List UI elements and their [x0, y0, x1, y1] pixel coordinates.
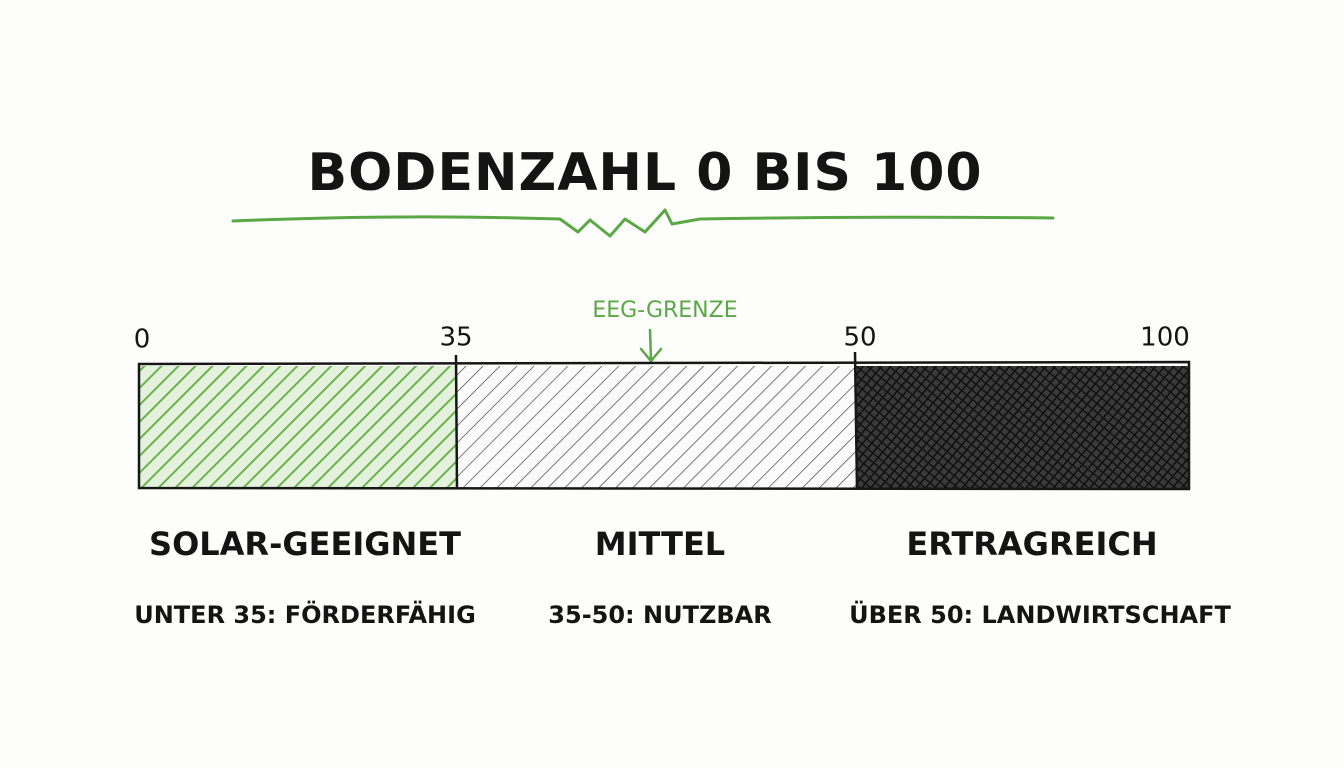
marker-label: EEG-GRENZE — [592, 298, 737, 323]
segment-description: 35-50: NUTZBAR — [548, 601, 771, 629]
segment-bar — [856, 366, 1188, 488]
segment-label: ERTRAGREICH — [906, 525, 1157, 563]
marker-arrow — [639, 328, 663, 363]
title-underline — [231, 208, 1055, 238]
scale-tick: 0 — [134, 325, 151, 355]
segment-bar — [140, 366, 456, 488]
scale-tick: 100 — [1140, 323, 1190, 353]
scale-tick: 50 — [843, 323, 876, 353]
scale-tick: 35 — [439, 323, 472, 353]
bar-outline — [137, 351, 1191, 491]
segment-bar — [456, 366, 856, 488]
segment-description: ÜBER 50: LANDWIRTSCHAFT — [849, 599, 1231, 629]
segment-label: MITTEL — [595, 525, 725, 563]
segment-description: UNTER 35: FÖRDERFÄHIG — [134, 599, 476, 629]
title: BODENZAHL 0 BIS 100 — [307, 143, 982, 203]
segment-label: SOLAR-GEEIGNET — [149, 525, 461, 563]
